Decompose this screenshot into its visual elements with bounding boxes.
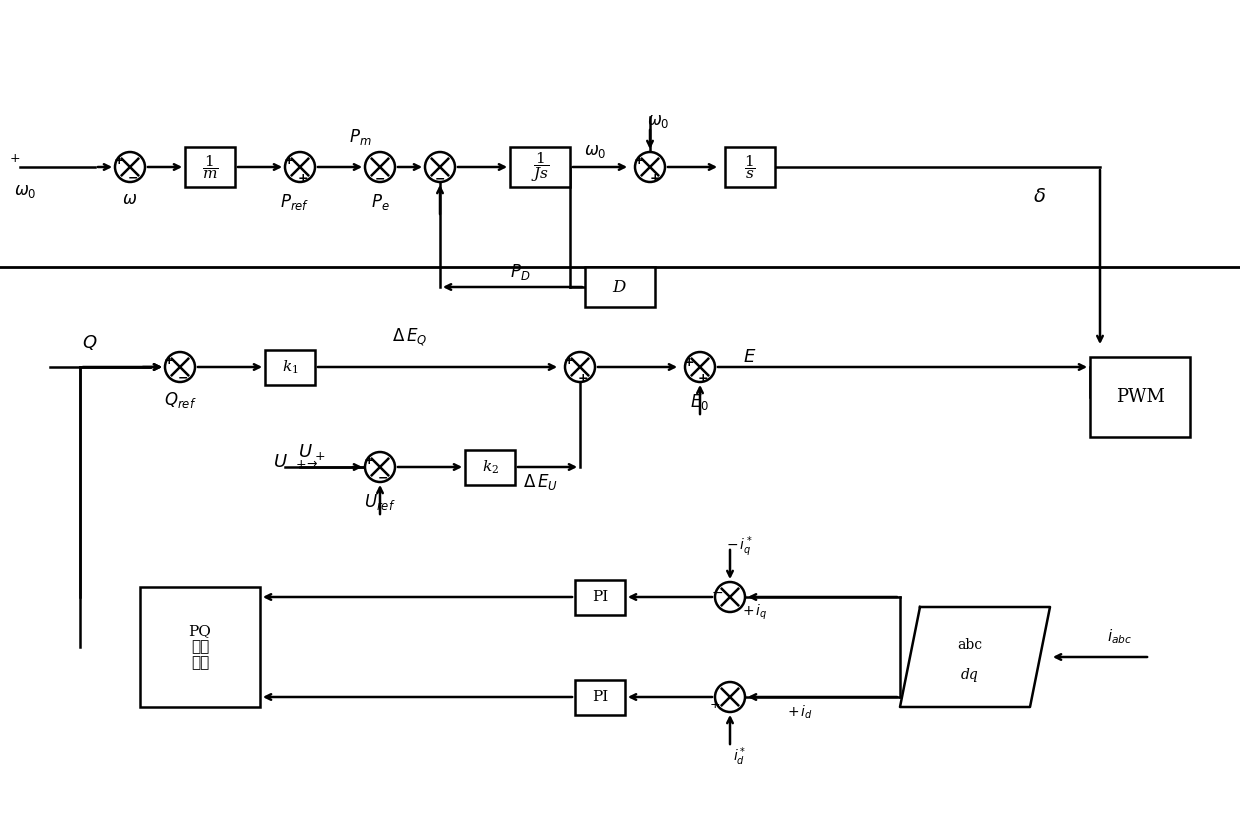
Text: −: − xyxy=(177,372,188,385)
Bar xyxy=(185,147,236,187)
Text: $P_D$: $P_D$ xyxy=(510,262,531,282)
Bar xyxy=(1090,357,1190,437)
Bar xyxy=(465,449,515,484)
Text: $k_2$: $k_2$ xyxy=(481,458,498,475)
Text: $P_e$: $P_e$ xyxy=(371,192,389,212)
Text: +: + xyxy=(564,354,574,367)
Text: $\omega_0$: $\omega_0$ xyxy=(647,114,670,131)
Text: −: − xyxy=(128,172,138,185)
Circle shape xyxy=(565,352,595,382)
Text: +: + xyxy=(363,453,374,467)
Bar xyxy=(585,267,655,307)
Text: $E$: $E$ xyxy=(743,348,756,366)
Text: $U$: $U$ xyxy=(298,443,312,461)
Text: +: + xyxy=(698,372,708,385)
Text: +: + xyxy=(284,154,294,167)
Text: +: + xyxy=(650,172,661,185)
Text: +: + xyxy=(114,154,124,167)
Bar xyxy=(510,147,570,187)
Text: $+\,i_d$: $+\,i_d$ xyxy=(787,703,813,721)
Circle shape xyxy=(635,152,665,182)
Text: $U$: $U$ xyxy=(273,453,288,471)
Text: PQ
功率
计算: PQ 功率 计算 xyxy=(188,624,212,670)
Text: $P_{ref}$: $P_{ref}$ xyxy=(280,192,310,212)
Text: dq: dq xyxy=(961,668,978,682)
Text: PWM: PWM xyxy=(1116,388,1164,406)
Bar xyxy=(575,680,625,715)
Text: $i_{abc}$: $i_{abc}$ xyxy=(1107,627,1132,646)
Text: PI: PI xyxy=(591,690,608,704)
Text: −: − xyxy=(435,172,445,185)
Text: $i_d^*$: $i_d^*$ xyxy=(733,746,746,768)
Text: $-\,i_q^*$: $-\,i_q^*$ xyxy=(727,535,754,560)
Text: $U_{ref}$: $U_{ref}$ xyxy=(365,492,396,512)
Polygon shape xyxy=(900,607,1050,707)
Text: $-$: $-$ xyxy=(711,585,723,599)
Circle shape xyxy=(715,582,745,612)
Text: PI: PI xyxy=(591,590,608,604)
Text: +: + xyxy=(634,154,645,167)
Text: $\dfrac{1}{s}$: $\dfrac{1}{s}$ xyxy=(744,153,756,181)
Text: $E_0$: $E_0$ xyxy=(691,392,709,412)
Circle shape xyxy=(115,152,145,182)
Circle shape xyxy=(715,682,745,712)
Text: +: + xyxy=(683,355,694,368)
Text: abc: abc xyxy=(957,638,982,652)
Text: $\omega$: $\omega$ xyxy=(123,190,138,208)
Text: $D$: $D$ xyxy=(613,279,627,296)
Circle shape xyxy=(285,152,315,182)
Text: +: + xyxy=(164,354,175,367)
Text: $+$: $+$ xyxy=(709,698,720,711)
Text: −: − xyxy=(378,471,388,484)
Circle shape xyxy=(425,152,455,182)
Circle shape xyxy=(684,352,715,382)
Text: $+\,i_q$: $+\,i_q$ xyxy=(743,602,768,622)
Bar xyxy=(575,579,625,614)
Text: $+$: $+$ xyxy=(315,450,326,463)
Circle shape xyxy=(365,452,396,482)
Circle shape xyxy=(365,152,396,182)
Text: $\,+\!\!\rightarrow$: $\,+\!\!\rightarrow$ xyxy=(291,458,319,471)
Text: $\delta$: $\delta$ xyxy=(1033,188,1047,206)
Text: $\dfrac{1}{Js}$: $\dfrac{1}{Js}$ xyxy=(531,150,549,184)
Bar xyxy=(725,147,775,187)
Text: $\omega_0$: $\omega_0$ xyxy=(584,144,606,160)
Text: $\dfrac{1}{m}$: $\dfrac{1}{m}$ xyxy=(202,153,218,181)
Circle shape xyxy=(165,352,195,382)
Text: $Q_{ref}$: $Q_{ref}$ xyxy=(164,390,196,410)
Text: $\omega_0$: $\omega_0$ xyxy=(14,184,36,200)
Text: $\Delta\,E_Q$: $\Delta\,E_Q$ xyxy=(392,326,428,348)
Text: +: + xyxy=(578,372,588,385)
Text: $Q$: $Q$ xyxy=(82,333,98,351)
Text: −: − xyxy=(374,172,386,185)
Text: $\Delta\,E_U$: $\Delta\,E_U$ xyxy=(522,472,558,492)
Text: $P_m$: $P_m$ xyxy=(348,127,371,147)
Bar xyxy=(265,350,315,385)
Text: $k_1$: $k_1$ xyxy=(281,359,299,376)
Bar xyxy=(140,587,260,707)
Text: +: + xyxy=(10,153,20,166)
Text: +: + xyxy=(298,172,309,185)
